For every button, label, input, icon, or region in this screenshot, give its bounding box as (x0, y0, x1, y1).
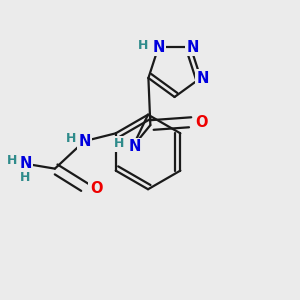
Text: N: N (128, 139, 141, 154)
Text: N: N (19, 156, 32, 171)
Text: H: H (65, 132, 76, 145)
Text: H: H (7, 154, 17, 167)
Text: H: H (20, 171, 31, 184)
Text: O: O (90, 181, 102, 196)
Text: N: N (152, 40, 165, 55)
Text: H: H (114, 137, 124, 150)
Text: N: N (187, 40, 199, 55)
Text: H: H (137, 39, 148, 52)
Text: O: O (195, 115, 208, 130)
Text: N: N (78, 134, 91, 149)
Text: N: N (196, 70, 209, 86)
